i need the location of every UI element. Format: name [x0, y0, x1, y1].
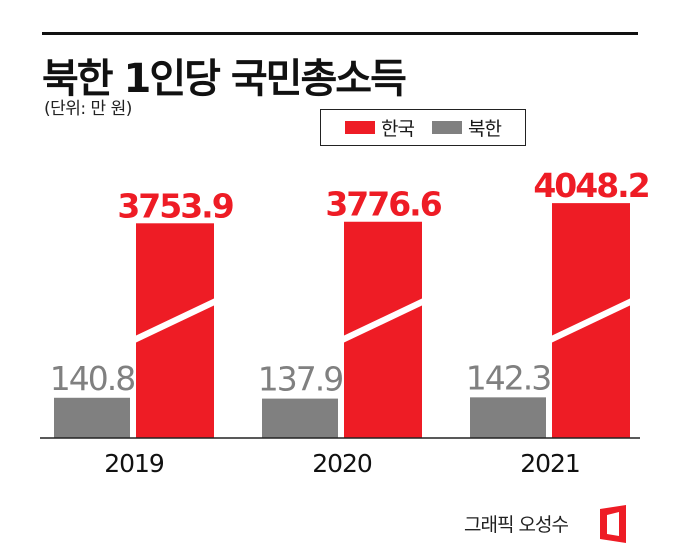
- north-korea-bar: [54, 397, 130, 438]
- axis-break-mark: [343, 298, 423, 343]
- north-korea-value-label: 142.3: [466, 358, 550, 397]
- top-rule: [42, 32, 638, 35]
- legend-swatch-korea: [345, 121, 376, 134]
- newspaper-logo-icon: [600, 505, 626, 543]
- year-tick-label: 2021: [520, 449, 580, 478]
- korea-bar: [344, 221, 422, 438]
- legend-label-korea: 한국: [381, 118, 415, 140]
- year-tick-label: 2019: [104, 449, 164, 478]
- korea-value-label: 3776.6: [325, 185, 441, 224]
- legend-item-north-korea: 북한: [432, 114, 502, 141]
- year-tick-label: 2020: [312, 449, 372, 478]
- legend-label-north-korea: 북한: [468, 118, 502, 140]
- axis-break-mark: [551, 298, 631, 343]
- legend: 한국 북한: [320, 109, 526, 146]
- chart-title: 북한 1인당 국민총소득: [42, 56, 407, 102]
- north-korea-value-label: 140.8: [50, 359, 134, 398]
- north-korea-bar: [262, 398, 338, 438]
- korea-value-label: 3753.9: [117, 186, 232, 225]
- legend-item-korea: 한국: [345, 114, 415, 141]
- north-korea-value-label: 137.9: [258, 360, 342, 399]
- legend-swatch-north-korea: [432, 121, 462, 134]
- axis-break-mark: [135, 298, 215, 343]
- korea-value-label: 4048.2: [533, 166, 648, 205]
- graphic-credit: 그래픽 오성수: [464, 514, 569, 536]
- unit-label: (단위: 만 원): [44, 99, 132, 119]
- north-korea-bar: [470, 397, 546, 438]
